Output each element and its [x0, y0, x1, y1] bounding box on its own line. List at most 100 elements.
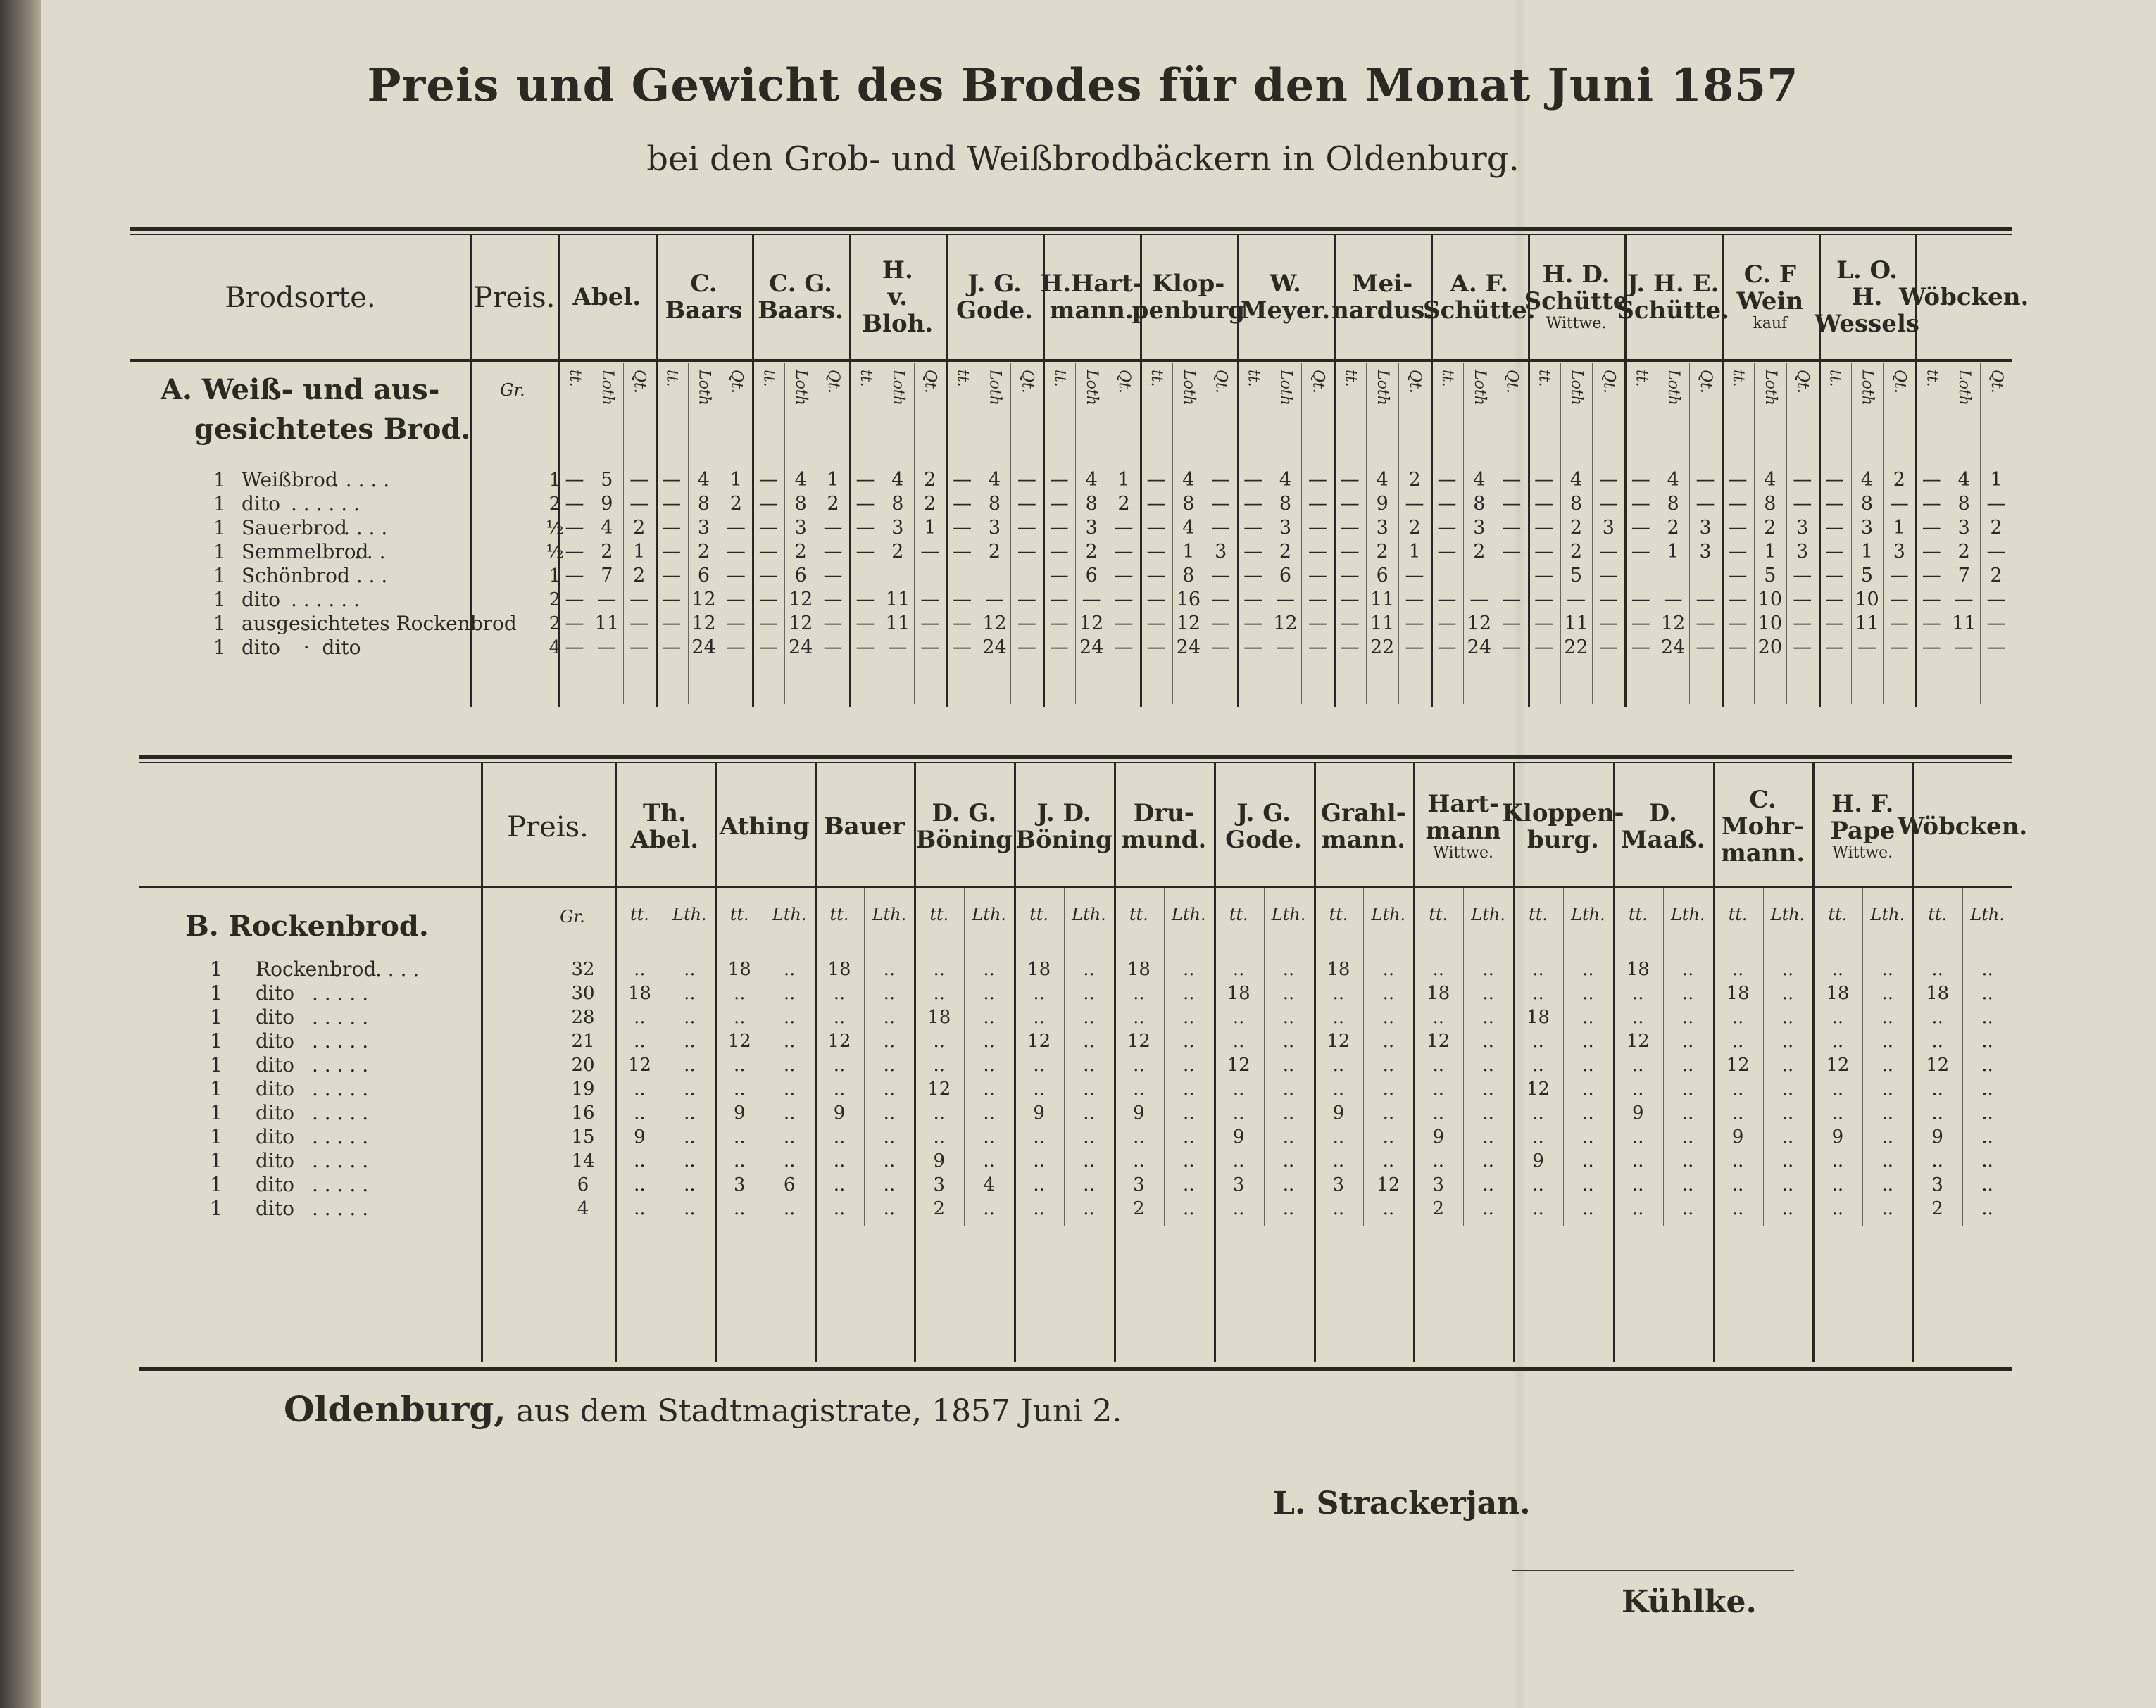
sub-unit-label: tt.: [929, 905, 949, 924]
table-cell: ..: [733, 1126, 746, 1148]
table-cell: —: [1986, 613, 2006, 634]
table-a-top-rule-thin: [130, 234, 2012, 235]
table-cell: ..: [1881, 1055, 1894, 1076]
table-cell: 1: [924, 517, 936, 539]
table-cell: —: [1728, 493, 1748, 515]
baker-name-line1: J. H. E.: [1627, 270, 1719, 298]
table-cell: 4: [1085, 469, 1098, 491]
baker-header: Kloppen-burg.: [1502, 771, 1624, 882]
table-cell: —: [629, 589, 649, 610]
table-cell: —: [953, 636, 972, 658]
table-cell: —: [1243, 565, 1263, 586]
row-quantity: 1: [210, 981, 223, 1005]
table-a-baker-divider: [1140, 235, 1142, 707]
table-cell: ..: [1382, 983, 1395, 1004]
table-cell: ..: [1083, 1198, 1095, 1219]
table-cell: 4: [697, 469, 710, 491]
table-cell: ..: [1033, 1174, 1045, 1195]
table-cell: ..: [983, 1055, 995, 1076]
row-price: 2: [549, 613, 561, 634]
row-price: 1: [549, 565, 561, 586]
table-cell: —: [565, 613, 584, 634]
sub-unit-label: tt.: [565, 370, 584, 387]
table-cell: ..: [1332, 1198, 1345, 1219]
row-bread-name: dito: [256, 1077, 294, 1100]
table-a-baker-divider: [1818, 235, 1821, 707]
table-cell: —: [985, 589, 1004, 610]
table-cell: 8: [1569, 493, 1583, 515]
sub-unit-label: tt.: [1229, 905, 1248, 924]
table-cell: ..: [1332, 1079, 1345, 1100]
table-cell: —: [1146, 517, 1166, 539]
table-cell: 1: [1990, 469, 2003, 491]
table-cell: 6: [697, 565, 710, 586]
table-cell: —: [855, 541, 875, 563]
table-cell: ..: [1632, 1007, 1644, 1028]
table-a-header-rule: [130, 359, 2012, 362]
table-cell: ..: [1083, 1079, 1095, 1100]
table-cell: —: [758, 636, 778, 658]
table-cell: 24: [1176, 636, 1201, 658]
baker-header: Hart-mann Wittwe.: [1413, 771, 1513, 882]
table-cell: ..: [733, 1079, 746, 1100]
row-quantity: 1: [210, 1125, 223, 1148]
table-cell: ..: [1482, 1174, 1494, 1195]
table-cell: ..: [1582, 983, 1594, 1004]
table-cell: —: [1146, 636, 1166, 658]
table-b-sub-divider: [1662, 888, 1664, 1226]
row-leader-dots: . . . . .: [312, 1077, 369, 1100]
table-cell: 3: [1376, 517, 1389, 539]
table-cell: 22: [1564, 636, 1588, 658]
table-cell: 24: [691, 636, 716, 658]
table-cell: 12: [982, 613, 1007, 634]
price-header: Preis.: [473, 281, 556, 314]
sub-unit-label: tt.: [1535, 370, 1553, 387]
table-cell: 3: [1796, 517, 1809, 539]
table-cell: ..: [883, 1031, 896, 1052]
table-cell: 3: [733, 1174, 746, 1195]
table-cell: —: [662, 517, 682, 539]
table-cell: ..: [1831, 1103, 1844, 1124]
baker-header: Bauer: [815, 771, 915, 882]
table-cell: ..: [684, 1198, 696, 1219]
table-cell: ..: [1282, 1055, 1295, 1076]
table-cell: —: [823, 565, 843, 586]
table-cell: ..: [1681, 983, 1694, 1004]
table-cell: —: [1049, 517, 1069, 539]
table-cell: ..: [1182, 1103, 1195, 1124]
baker-note: Wittwe.: [1546, 315, 1607, 332]
row-price: 2: [549, 494, 561, 515]
table-cell: ..: [1781, 1031, 1794, 1052]
table-cell: —: [758, 589, 778, 610]
table-cell: 2: [1569, 541, 1583, 563]
table-cell: 5: [1764, 565, 1776, 586]
table-cell: —: [1631, 493, 1650, 515]
table-cell: —: [1502, 636, 1522, 658]
table-cell: ..: [733, 1198, 746, 1219]
row-quantity: 1: [210, 1029, 223, 1053]
section-a-title: gesichtetes Brod.: [194, 413, 471, 446]
table-cell: ..: [1781, 1079, 1794, 1100]
sub-unit-label: Lth.: [1271, 905, 1306, 924]
sub-unit-label: Loth: [1277, 370, 1295, 406]
table-cell: —: [726, 613, 746, 634]
sub-unit-label: tt.: [1438, 370, 1456, 387]
table-cell: —: [1114, 613, 1134, 634]
sub-unit-label: tt.: [1828, 905, 1848, 924]
sub-unit-label: tt.: [1329, 905, 1348, 924]
baker-header: J. G. Gode.: [1214, 771, 1314, 882]
baker-name-line2: Schütte: [1524, 287, 1629, 315]
table-cell: —: [1502, 613, 1522, 634]
table-cell: ..: [1033, 1150, 1045, 1172]
table-cell: 3: [1699, 541, 1712, 563]
table-cell: —: [1696, 613, 1715, 634]
footer-place: Oldenburg,: [284, 1388, 506, 1430]
table-cell: ..: [1182, 1126, 1195, 1148]
table-cell: ..: [1033, 1126, 1045, 1148]
table-cell: ..: [1731, 959, 1744, 980]
table-cell: ..: [1382, 1126, 1395, 1148]
table-cell: —: [726, 636, 746, 658]
table-cell: —: [855, 589, 875, 610]
table-cell: —: [565, 517, 584, 539]
baker-name-line2: Mohr-: [1722, 812, 1805, 841]
